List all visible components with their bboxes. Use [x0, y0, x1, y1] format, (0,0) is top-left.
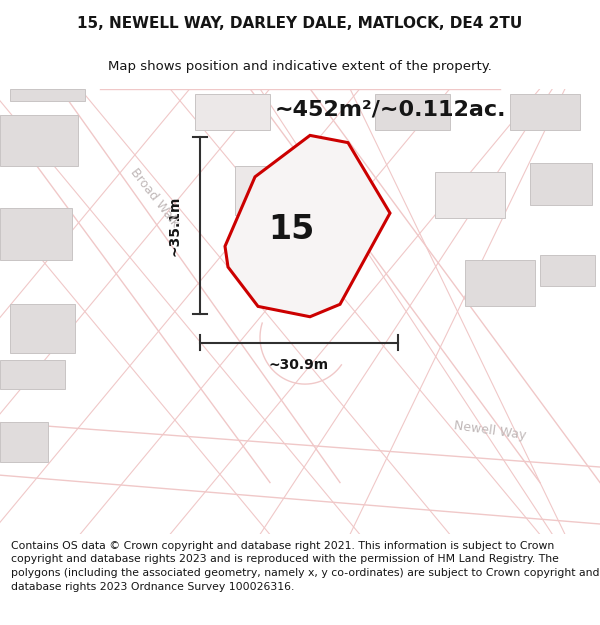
- Text: Contains OS data © Crown copyright and database right 2021. This information is : Contains OS data © Crown copyright and d…: [11, 541, 599, 591]
- Polygon shape: [510, 94, 580, 130]
- Text: Newell Way: Newell Way: [453, 419, 527, 442]
- Polygon shape: [10, 89, 85, 101]
- Polygon shape: [235, 166, 302, 215]
- Text: ~30.9m: ~30.9m: [269, 359, 329, 372]
- Polygon shape: [0, 114, 78, 166]
- Polygon shape: [0, 360, 65, 389]
- Text: Map shows position and indicative extent of the property.: Map shows position and indicative extent…: [108, 60, 492, 73]
- Polygon shape: [530, 163, 592, 205]
- Text: 15: 15: [268, 213, 314, 246]
- Polygon shape: [195, 94, 270, 130]
- Polygon shape: [0, 422, 48, 462]
- Polygon shape: [465, 260, 535, 306]
- Text: Broad Walk: Broad Walk: [128, 166, 182, 229]
- Polygon shape: [435, 172, 505, 218]
- Text: 15, NEWELL WAY, DARLEY DALE, MATLOCK, DE4 2TU: 15, NEWELL WAY, DARLEY DALE, MATLOCK, DE…: [77, 16, 523, 31]
- Polygon shape: [225, 136, 390, 317]
- Polygon shape: [10, 304, 75, 353]
- Polygon shape: [540, 254, 595, 286]
- Text: ~35.1m: ~35.1m: [168, 196, 182, 256]
- Text: ~452m²/~0.112ac.: ~452m²/~0.112ac.: [274, 99, 506, 119]
- Polygon shape: [0, 208, 72, 260]
- Polygon shape: [375, 94, 450, 130]
